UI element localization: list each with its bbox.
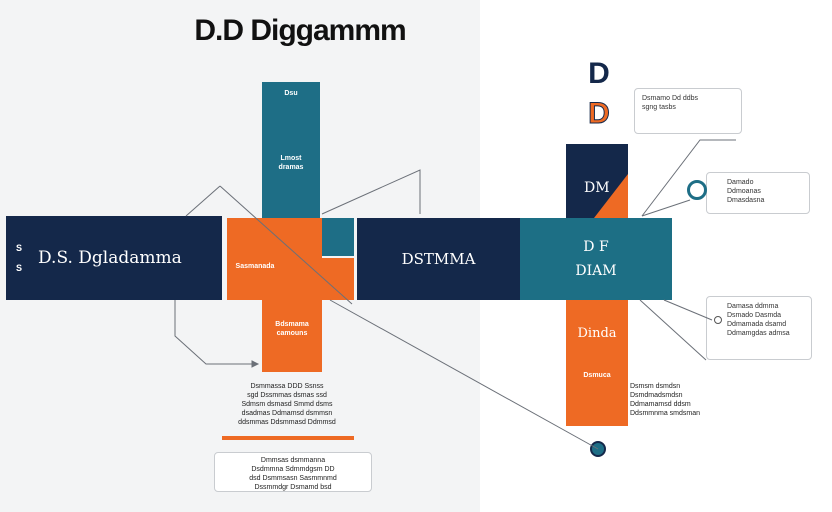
legend-navy-letter: D bbox=[588, 57, 610, 90]
left-side-marks: S S bbox=[16, 243, 23, 273]
orange-label: Sasmanada bbox=[235, 263, 275, 270]
orange-block-right bbox=[296, 258, 354, 300]
dm-tile-label: DM bbox=[584, 180, 610, 196]
right-teal-label: D F DIAM bbox=[575, 239, 617, 279]
right-teal-bar: D F DIAM bbox=[520, 218, 672, 300]
orange-block-bottom bbox=[262, 298, 322, 372]
callout-circle-marker bbox=[687, 180, 707, 200]
right-orange-column: Dinda Dsmuca bbox=[566, 300, 628, 426]
note-under-orange-box: Dmmsas dsmmanna Dsdmmna Sdmmdgsm DD dsd … bbox=[214, 452, 372, 492]
note-right-of-orange: Dsmsm dsmdsn Dsmdmadsmdsn Ddmamamsd ddsm… bbox=[630, 383, 701, 417]
callout-bottom-right: Damasa ddmma Dsmado Dasmda Ddmamada dsam… bbox=[706, 296, 812, 360]
dm-tile-orange-triangle bbox=[594, 174, 628, 218]
left-navy-label: D.S. Dgladamma bbox=[38, 248, 182, 268]
teal-top-label: Dsu bbox=[284, 89, 298, 97]
teal-top-sublabel: Lmost dramas bbox=[278, 154, 304, 171]
center-navy-bar: DSTMMA bbox=[357, 218, 520, 300]
connector-end-dot bbox=[590, 441, 606, 457]
left-navy-bar: S S D.S. Dgladamma bbox=[6, 216, 222, 300]
right-orange-label: Dinda bbox=[577, 326, 617, 341]
diagram-title: D.D Diggammm bbox=[194, 14, 406, 47]
note-under-orange-underline bbox=[222, 436, 354, 440]
right-orange-sublabel: Dsmuca bbox=[583, 372, 611, 379]
callout-top-right: Dsmamo Dd ddbs sgng tasbs bbox=[634, 88, 742, 134]
note-under-orange: Dsmmassa DDD Ssnss sgd Dssmmas dsmas ssd… bbox=[238, 383, 336, 426]
dm-tile: DM bbox=[566, 144, 628, 218]
orange-sublabel: Bdsmama camouns bbox=[275, 321, 309, 337]
teal-top-column: Dsu Lmost dramas bbox=[262, 82, 320, 218]
callout-mid-right: Damado Ddmoanas Dmasdasna bbox=[706, 172, 810, 214]
callout-bottom-marker bbox=[714, 316, 722, 324]
center-navy-label: DSTMMA bbox=[401, 250, 476, 268]
legend-orange-letter: D bbox=[588, 97, 611, 130]
